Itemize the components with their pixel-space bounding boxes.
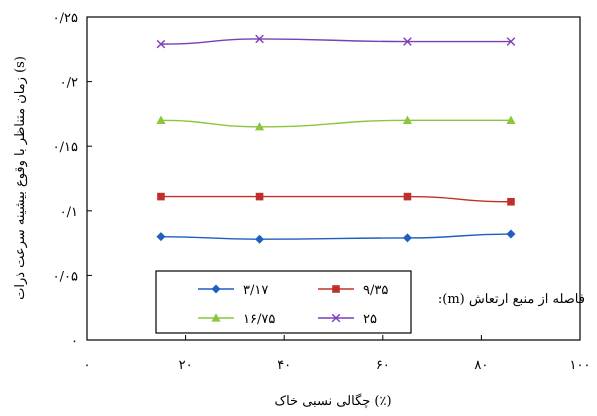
plot-frame (86, 16, 581, 341)
data-point-series-1 (255, 234, 265, 244)
y-tick-label: ۰/۱ (60, 205, 78, 220)
data-point-series-2 (507, 197, 515, 206)
legend-label: ۱۶/۷۵ (243, 312, 275, 327)
legend-marker (211, 313, 221, 322)
x-tick-label: ۰ (84, 358, 91, 373)
axis-ticks: ۰ ۰/۰۵ ۰/۱ ۰/۱۵ ۰/۲ ۰/۲۵ ۰ ۲۰ ۴۰ ۶۰ ۸۰ ۱۰۰ (53, 11, 591, 373)
legend-box (155, 270, 412, 334)
data-point-series-4 (156, 39, 166, 49)
series-line-2 (160, 195, 511, 203)
legend-items: ۳/۱۷ ۹/۳۵ ۱۶/۷۵ ۲۵ (198, 283, 388, 327)
legend-marker (331, 313, 341, 323)
series-markers (156, 34, 516, 244)
y-tick-label: ۰/۰۵ (53, 269, 78, 284)
x-tick-label: ۶۰ (376, 358, 390, 373)
data-point-series-3 (156, 115, 166, 124)
legend-marker (211, 284, 221, 294)
data-point-series-3 (402, 115, 413, 124)
data-point-series-2 (255, 192, 264, 201)
y-tick-label: ۰/۲۵ (53, 11, 78, 26)
x-tick-label: ۲۰ (179, 358, 193, 373)
series-line-3 (160, 119, 511, 128)
y-tick-label: ۰ (71, 334, 78, 349)
legend-label: ۳/۱۷ (243, 283, 268, 298)
legend-label: ۲۵ (363, 312, 377, 327)
y-axis-title: زمان متناظر با وقوع بیشینه سرعت ذرات (s) (13, 56, 28, 300)
data-point-series-3 (254, 122, 265, 131)
y-tick-label: ۰/۲ (60, 76, 78, 91)
data-point-series-1 (402, 233, 412, 243)
series-lines (160, 38, 511, 240)
data-point-series-4 (506, 37, 516, 46)
data-point-series-4 (255, 34, 264, 44)
data-point-series-1 (506, 229, 516, 239)
legend-marker (332, 285, 340, 293)
series-line-4 (160, 38, 511, 45)
x-tick-label: ۸۰ (474, 358, 488, 373)
x-axis-title: چگالی نسبی خاک (٪) (274, 393, 391, 409)
data-point-series-2 (157, 192, 165, 201)
legend-title: :(m) فاصله از منبع ارتعاش (438, 292, 585, 307)
x-tick-label: ۱۰۰ (570, 358, 591, 373)
series-line-1 (160, 233, 511, 240)
legend: ۳/۱۷ ۹/۳۵ ۱۶/۷۵ ۲۵ (155, 270, 412, 334)
legend-label: ۹/۳۵ (363, 283, 388, 298)
data-point-series-1 (156, 232, 166, 242)
y-tick-label: ۰/۱۵ (53, 140, 78, 155)
data-point-series-4 (403, 37, 412, 46)
data-point-series-2 (403, 192, 412, 201)
x-tick-label: ۴۰ (277, 358, 291, 373)
data-point-series-3 (506, 115, 516, 124)
